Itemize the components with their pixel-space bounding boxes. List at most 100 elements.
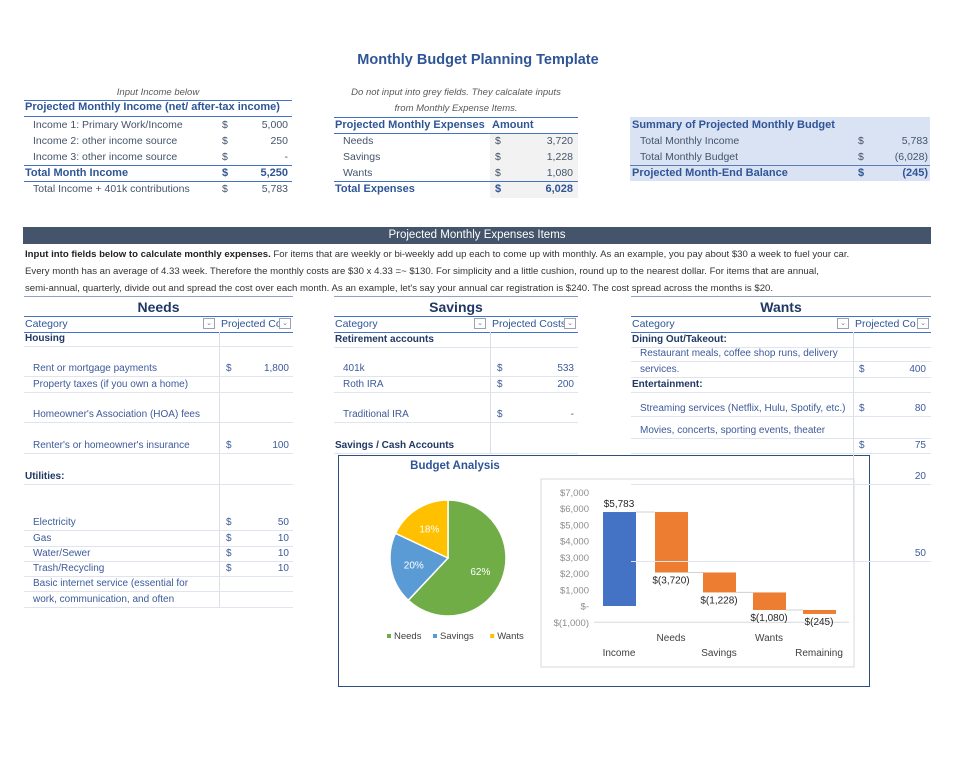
y-tick-label: $7,000	[560, 488, 589, 499]
intro-line-3: semi-annual, quarterly, divide out and s…	[25, 283, 774, 294]
y-tick-label: $5,000	[560, 520, 589, 531]
needs-row-value[interactable]: 100	[272, 440, 289, 451]
needs-title: Needs	[137, 299, 180, 315]
intro-line-2: Every month has an average of 4.33 week.…	[25, 266, 819, 277]
savings-row-label: Savings / Cash Accounts	[335, 440, 455, 451]
total-expenses-value: 6,028	[545, 183, 573, 195]
needs-row-label: Homeowner's Association (HOA) fees	[33, 409, 200, 420]
savings-row-value[interactable]: -	[570, 409, 574, 420]
data-label-needs: $(3,720)	[652, 575, 689, 586]
wants-projected-filter-dropdown-icon[interactable]: ⌄	[917, 318, 929, 329]
needs-category-filter-dropdown-icon[interactable]: ⌄	[203, 318, 215, 329]
needs-row-value[interactable]: 50	[277, 517, 289, 528]
bar-savings	[703, 572, 736, 593]
income-row-1-value[interactable]: 5,000	[261, 119, 288, 131]
wants-row-value[interactable]: 80	[914, 403, 926, 414]
needs-row-currency[interactable]: $	[226, 363, 232, 374]
pie-label-needs: 62%	[470, 567, 490, 578]
intro-line-1: Input into fields below to calculate mon…	[25, 249, 849, 260]
x-label-savings: Savings	[701, 648, 737, 659]
x-label-income: Income	[603, 648, 636, 659]
income-row-3-value[interactable]: -	[284, 151, 289, 163]
wants-row-currency[interactable]: $	[859, 403, 865, 414]
income-row-2-label[interactable]: Income 2: other income source	[33, 135, 178, 147]
y-tick-label: $(1,000)	[554, 618, 589, 629]
budget-analysis-chart[interactable]: Budget Analysis 62% 20% 18% Needs Savings Wan…	[338, 455, 870, 687]
pie-slice-needs	[407, 499, 507, 617]
wants-row-label: Entertainment:	[632, 379, 703, 390]
income-row-1-currency[interactable]: $	[222, 119, 228, 131]
needs-row-currency[interactable]: $	[226, 517, 232, 528]
pie-slice-savings	[389, 532, 450, 602]
needs-row-currency[interactable]: $	[226, 563, 232, 574]
wants-row-value[interactable]: 400	[909, 364, 926, 375]
wants-row-value[interactable]: 75	[914, 440, 926, 451]
x-label-needs: Needs	[657, 633, 686, 644]
savings-row-currency[interactable]: $	[497, 379, 503, 390]
wants-row-value[interactable]: 50	[914, 548, 926, 559]
wants-row-value[interactable]: 20	[914, 471, 926, 482]
needs-row-currency[interactable]: $	[226, 440, 232, 451]
needs-projected-filter-dropdown-icon[interactable]: ⌄	[279, 318, 291, 329]
savings-row-currency[interactable]: $	[497, 363, 503, 374]
intro-text-1: For items that are weekly or bi-weekly a…	[270, 249, 850, 260]
expense-savings-currency: $	[495, 151, 501, 163]
summary-header: Summary of Projected Monthly Budget	[632, 119, 835, 131]
x-label-wants: Wants	[755, 633, 783, 644]
needs-row-value[interactable]: 1,800	[263, 363, 289, 374]
month-end-balance-value: (245)	[902, 167, 928, 179]
needs-row-currency[interactable]: $	[226, 533, 232, 544]
needs-row-label: Trash/Recycling	[33, 563, 105, 574]
savings-row-value[interactable]: 200	[557, 379, 574, 390]
items-banner: Projected Monthly Expenses Items	[23, 227, 931, 244]
total-income-401k-label: Total Income + 401k contributions	[33, 183, 190, 195]
bar-income	[603, 512, 636, 606]
needs-row-value[interactable]: 10	[277, 563, 289, 574]
bar-remaining	[803, 609, 836, 614]
bar-needs	[655, 512, 688, 573]
expense-wants-currency: $	[495, 167, 501, 179]
needs-row-currency[interactable]: $	[226, 548, 232, 559]
income-row-3-currency[interactable]: $	[222, 151, 228, 163]
savings-row-label: 401k	[343, 363, 365, 374]
savings-category-filter-dropdown-icon[interactable]: ⌄	[474, 318, 486, 329]
y-tick-label: $6,000	[560, 504, 589, 515]
savings-title: Savings	[429, 299, 483, 315]
summary-row-1-currency: $	[858, 135, 864, 147]
savings-row-label: Traditional IRA	[343, 409, 409, 420]
total-month-income-label: Total Month Income	[25, 167, 129, 179]
income-row-1-label[interactable]: Income 1: Primary Work/Income	[33, 119, 183, 131]
needs-row-label: Water/Sewer	[33, 548, 91, 559]
income-row-2-value[interactable]: 250	[270, 135, 288, 147]
needs-row-value[interactable]: 10	[277, 533, 289, 544]
wants-row-currency[interactable]: $	[859, 364, 865, 375]
legend-swatch-wants	[490, 634, 495, 638]
expense-savings-value: 1,228	[546, 151, 573, 163]
needs-row-label: Rent or mortgage payments	[33, 363, 157, 374]
needs-row-value[interactable]: 10	[277, 548, 289, 559]
income-row-3-label[interactable]: Income 3: other income source	[33, 151, 178, 163]
wants-category-filter-dropdown-icon[interactable]: ⌄	[837, 318, 849, 329]
summary-panel	[630, 117, 930, 181]
legend-savings: Savings	[440, 631, 474, 642]
summary-row-1-value: 5,783	[901, 135, 928, 147]
income-header: Projected Monthly Income (net/ after-tax…	[25, 101, 280, 113]
x-label-remaining: Remaining	[795, 648, 843, 659]
needs-row-label: Electricity	[33, 517, 76, 528]
needs-row-label: Utilities:	[25, 471, 65, 482]
total-month-income-value: 5,250	[260, 167, 288, 179]
income-row-2-currency[interactable]: $	[222, 135, 228, 147]
wants-row-currency[interactable]: $	[859, 440, 865, 451]
total-expenses-currency: $	[495, 183, 502, 195]
expense-needs-value: 3,720	[546, 135, 573, 147]
expense-wants-label: Wants	[343, 167, 373, 179]
savings-projected-filter-dropdown-icon[interactable]: ⌄	[564, 318, 576, 329]
savings-row-value[interactable]: 533	[557, 363, 574, 374]
month-end-balance-currency: $	[858, 167, 865, 179]
savings-row-currency[interactable]: $	[497, 409, 503, 420]
data-label-income: $5,783	[604, 499, 635, 510]
needs-row-label: work, communication, and often	[33, 594, 175, 605]
needs-row-label: Property taxes (if you own a home)	[33, 379, 189, 390]
pie-label-wants: 18%	[419, 525, 439, 536]
total-income-401k-currency: $	[222, 183, 228, 195]
